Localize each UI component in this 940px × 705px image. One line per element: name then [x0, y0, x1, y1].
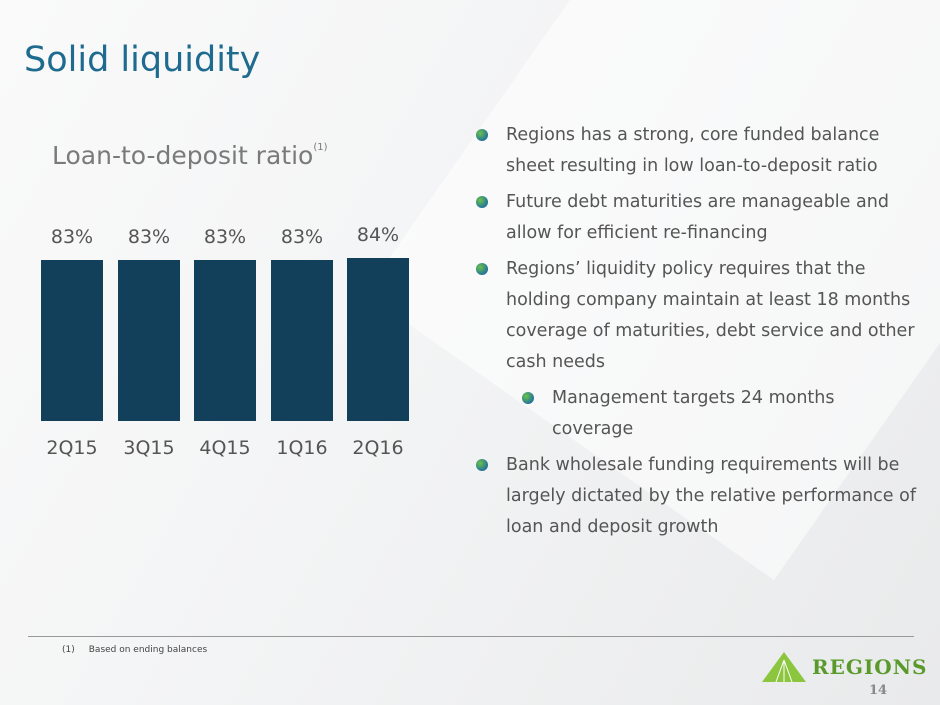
bullet-text: Management targets 24 months coverage	[552, 388, 835, 439]
footnote: (1) Based on ending balances	[62, 645, 221, 655]
category-label: 1Q16	[276, 437, 328, 459]
regions-logo: REGIONS	[762, 652, 927, 682]
page-title: Solid liquidity	[24, 40, 261, 80]
bullet-list: Regions has a strong, core funded balanc…	[476, 120, 916, 548]
bullet-dot-icon	[476, 263, 488, 275]
bullet-item: Regions’ liquidity policy requires that …	[476, 254, 916, 378]
data-label: 83%	[127, 225, 171, 248]
bullet-text: Bank wholesale funding requirements will…	[506, 455, 916, 537]
bar-2Q15	[41, 259, 103, 421]
category-label: 3Q15	[123, 437, 175, 459]
bullet-dot-icon	[476, 196, 488, 208]
bullet-item: Regions has a strong, core funded balanc…	[476, 120, 916, 182]
footnote-marker: (1)	[62, 645, 75, 655]
chart-title-footnote: (1)	[313, 142, 328, 153]
logo-text: REGIONS	[812, 655, 928, 679]
bullet-text: Future debt maturities are manageable an…	[506, 192, 889, 243]
bar-3Q15	[118, 259, 180, 421]
bullet-item: Future debt maturities are manageable an…	[476, 187, 916, 249]
regions-triangle-icon	[762, 652, 806, 682]
bar-2Q16	[347, 258, 409, 421]
bar-4Q15	[194, 259, 256, 421]
bullet-dot-icon	[476, 459, 488, 471]
data-label: 83%	[203, 225, 247, 248]
footnote-text: Based on ending balances	[88, 645, 208, 655]
category-label: 2Q16	[352, 437, 404, 459]
category-label: 2Q15	[46, 437, 98, 459]
data-label: 83%	[50, 225, 94, 248]
chart-title-text: Loan-to-deposit ratio	[52, 141, 314, 170]
data-label: 84%	[356, 224, 400, 247]
page-number: 14	[869, 683, 888, 698]
bar-chart: 83% 2Q15 83% 3Q15 83% 4Q15 83% 1Q16 84% 2Q16	[0, 0, 460, 480]
bullet-item: Management targets 24 months coverage	[476, 383, 916, 445]
data-label: 83%	[280, 225, 324, 248]
bullet-dot-icon	[522, 392, 534, 404]
bullet-dot-icon	[476, 129, 488, 141]
divider	[28, 636, 914, 637]
bar-1Q16	[271, 259, 333, 421]
bullet-text: Regions has a strong, core funded balanc…	[506, 125, 880, 176]
chart-title: Loan-to-deposit ratio(1)	[52, 141, 328, 170]
bullet-text: Regions’ liquidity policy requires that …	[506, 259, 915, 372]
category-label: 4Q15	[199, 437, 251, 459]
bullet-item: Bank wholesale funding requirements will…	[476, 450, 916, 543]
